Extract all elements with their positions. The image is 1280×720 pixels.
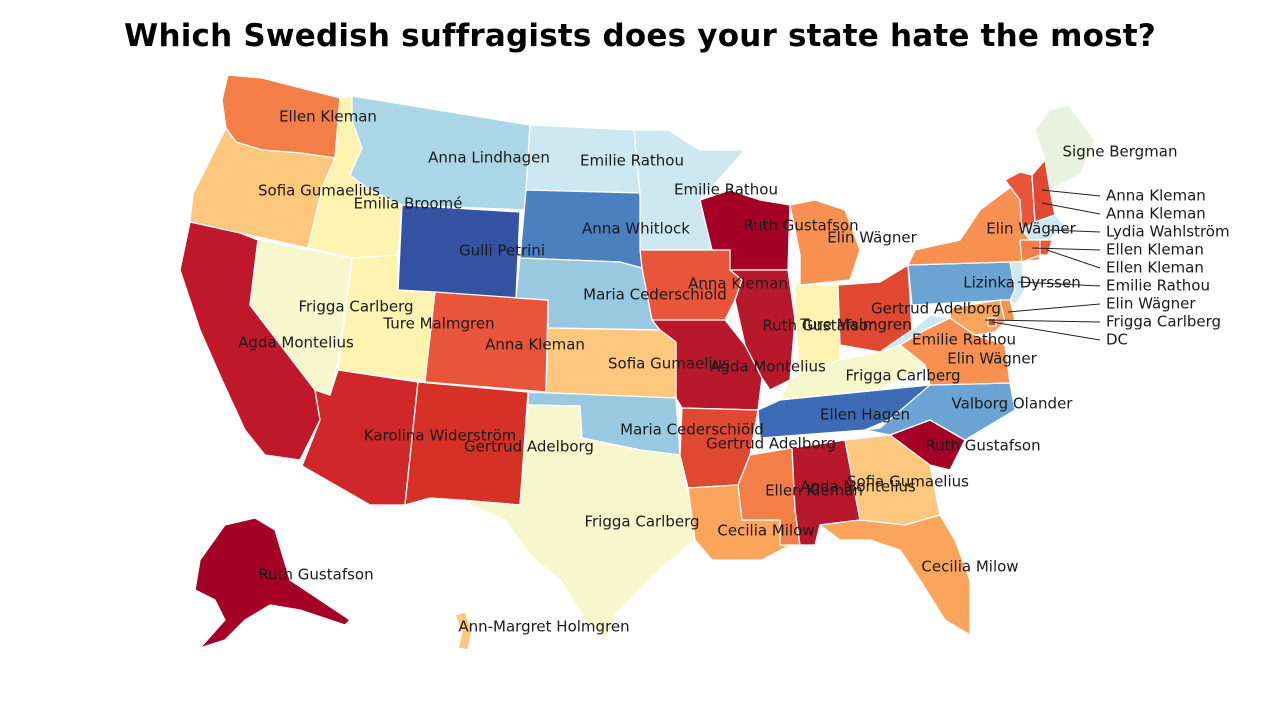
state-label-ruth-gustafson: Ruth Gustafson: [743, 217, 858, 235]
callout-leader-line: [1049, 229, 1101, 233]
callout-leader-line: [1031, 247, 1101, 251]
state-label-emilie-rathou: Emilie Rathou: [912, 331, 1016, 349]
states-layer: [179, 74, 1096, 651]
state-label-frigga-carlberg: Frigga Carlberg: [298, 298, 413, 316]
state-label-elin-wagner: Elin Wägner: [947, 350, 1037, 368]
callout-leader-line: [984, 319, 1101, 323]
callout-leader-line: [1041, 189, 1101, 197]
state-label-ture-malmgren: Ture Malmgren: [382, 315, 494, 333]
state-label-signe-bergman: Signe Bergman: [1063, 143, 1178, 161]
callout-label-anna-kleman: Anna Kleman: [1106, 187, 1206, 205]
state-label-gertrud-adelborg: Gertrud Adelborg: [464, 438, 594, 456]
state-label-valborg-olander: Valborg Olander: [952, 395, 1074, 413]
callout-label-emilie-rathou: Emilie Rathou: [1106, 277, 1210, 295]
state-label-ruth-gustafson: Ruth Gustafson: [762, 317, 877, 335]
state-label-anna-lindhagen: Anna Lindhagen: [428, 149, 550, 167]
callout-leader-line: [1017, 281, 1101, 287]
state-nj: [1009, 261, 1026, 306]
state-fl: [819, 514, 971, 636]
state-label-maria-cederschiold: Maria Cederschiöld: [583, 286, 727, 304]
state-il: [729, 269, 796, 391]
state-label-ellen-kleman: Ellen Kleman: [765, 482, 863, 500]
state-label-frigga-carlberg: Frigga Carlberg: [584, 513, 699, 531]
state-label-ruth-gustafson: Ruth Gustafson: [925, 437, 1040, 455]
state-label-emilia-broome: Emilia Broomé: [354, 195, 463, 213]
state-label-sofia-gumaelius: Sofia Gumaelius: [608, 355, 730, 373]
state-label-cecilia-milow: Cecilia Milow: [717, 522, 814, 540]
callout-label-dc: DC: [1106, 331, 1128, 349]
callout-leader-line: [1041, 202, 1101, 215]
state-label-emilie-rathou: Emilie Rathou: [674, 181, 778, 199]
callout-leader-line: [991, 321, 1101, 341]
state-label-agda-montelius: Agda Montelius: [710, 358, 826, 376]
state-label-sofia-gumaelius: Sofia Gumaelius: [258, 182, 380, 200]
callout-label-lydia-wahlstrom: Lydia Wahlström: [1106, 223, 1230, 241]
callout-leader-line: [1007, 303, 1101, 313]
callout-label-frigga-carlberg: Frigga Carlberg: [1106, 313, 1221, 331]
state-label-ellen-hagen: Ellen Hagen: [820, 406, 910, 424]
state-hi: [454, 611, 473, 651]
callout-label-elin-wagner: Elin Wägner: [1106, 295, 1196, 313]
state-mi: [789, 199, 861, 286]
callout-label-anna-kleman: Anna Kleman: [1106, 205, 1206, 223]
state-label-frigga-carlberg: Frigga Carlberg: [845, 367, 960, 385]
callout-leader-line: [1046, 249, 1101, 269]
state-label-agda-montelius: Agda Montelius: [800, 478, 916, 496]
state-label-sofia-gumaelius: Sofia Gumaelius: [847, 473, 969, 491]
state-label-maria-cederschiold: Maria Cederschiöld: [620, 421, 764, 439]
state-label-gertrud-adelborg: Gertrud Adelborg: [706, 435, 836, 453]
state-label-ture-malmgren: Ture Malmgren: [799, 316, 911, 334]
state-label-emilie-rathou: Emilie Rathou: [580, 152, 684, 170]
state-label-elin-wagner: Elin Wägner: [986, 220, 1076, 238]
callout-label-ellen-kleman: Ellen Kleman: [1106, 241, 1204, 259]
state-label-cecilia-milow: Cecilia Milow: [921, 558, 1018, 576]
state-label-agda-montelius: Agda Montelius: [238, 334, 354, 352]
state-label-ann-margret-holmgren: Ann-Margret Holmgren: [458, 618, 629, 636]
state-label-karolina-widerstrom: Karolina Widerström: [364, 427, 517, 445]
state-label-elin-wagner: Elin Wägner: [827, 229, 917, 247]
state-nh: [1031, 159, 1056, 223]
state-tx: [459, 404, 696, 641]
map-title: Which Swedish suffragists does your stat…: [124, 18, 1156, 54]
state-label-gulli-petrini: Gulli Petrini: [459, 242, 545, 260]
callout-label-ellen-kleman: Ellen Kleman: [1106, 259, 1204, 277]
state-label-ruth-gustafson: Ruth Gustafson: [258, 566, 373, 584]
state-label-anna-kleman: Anna Kleman: [688, 275, 788, 293]
state-ak: [194, 517, 351, 649]
state-label-anna-whitlock: Anna Whitlock: [582, 220, 690, 238]
state-ri: [1039, 239, 1053, 256]
state-label-ellen-kleman: Ellen Kleman: [279, 108, 377, 126]
state-label-anna-kleman: Anna Kleman: [485, 336, 585, 354]
state-label-gertrud-adelborg: Gertrud Adelborg: [871, 300, 1001, 318]
